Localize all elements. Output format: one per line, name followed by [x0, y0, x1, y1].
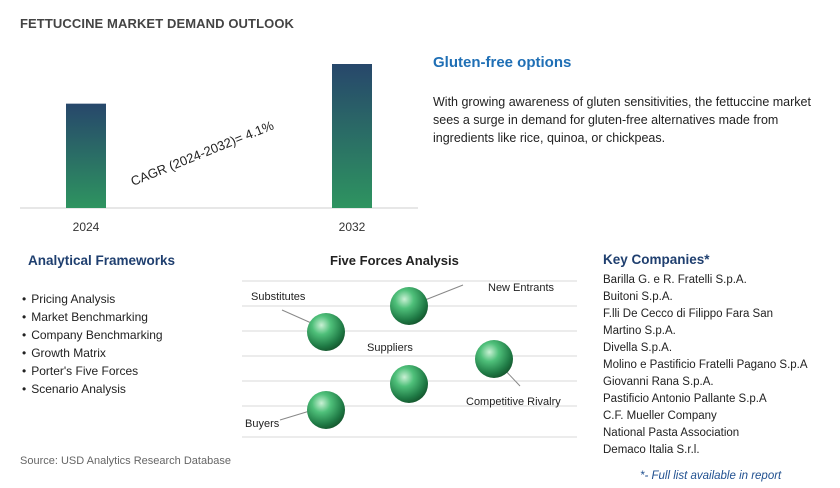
ball-substitutes	[307, 313, 345, 351]
source-note: Source: USD Analytics Research Database	[20, 455, 231, 467]
analytical-frameworks-title: Analytical Frameworks	[28, 253, 176, 268]
company-item: Pastificio Antonio Pallante S.p.A	[603, 393, 767, 405]
label-buyers: Buyers	[245, 418, 280, 430]
framework-item: Growth Matrix	[22, 344, 163, 362]
ball-competitive-rivalry	[475, 340, 513, 378]
x-tick-2032: 2032	[339, 220, 366, 234]
key-companies-list: Barilla G. e R. Fratelli S.p.A. Buitoni …	[603, 272, 833, 459]
highlight-text: With growing awareness of gluten sensiti…	[433, 95, 811, 145]
company-item: Martino S.p.A.	[603, 325, 676, 337]
company-item: Demaco Italia S.r.l.	[603, 444, 700, 456]
key-companies-title: Key Companies*	[603, 252, 710, 267]
company-item: National Pasta Association	[603, 427, 740, 439]
framework-item: Company Benchmarking	[22, 326, 162, 344]
bar-2032	[332, 64, 372, 208]
framework-item: Scenario Analysis	[22, 380, 163, 398]
company-item: Divella S.p.A.	[603, 342, 673, 354]
label-new-entrants: New Entrants	[488, 282, 555, 294]
bar-chart: 2024 2032 CAGR (2024-2032)= 4.1%	[20, 64, 418, 234]
highlight-title: Gluten-free options	[433, 54, 572, 71]
cagr-annotation: CAGR (2024-2032)= 4.1%	[129, 117, 277, 188]
ball-new-entrants	[390, 287, 428, 325]
five-forces-gridlines	[242, 280, 577, 438]
analytical-frameworks-list: Pricing Analysis Market Benchmarking Com…	[22, 290, 163, 398]
label-substitutes: Substitutes	[251, 291, 306, 303]
bar-2024	[66, 103, 106, 208]
company-item: Buitoni S.p.A.	[603, 291, 673, 303]
ball-buyers	[307, 391, 345, 429]
full-list-note: *- Full list available in report	[640, 470, 782, 482]
five-forces-connectors	[279, 284, 521, 421]
framework-item: Porter's Five Forces	[22, 362, 163, 380]
label-suppliers: Suppliers	[367, 342, 413, 354]
x-tick-2024: 2024	[73, 220, 100, 234]
ball-suppliers	[390, 365, 428, 403]
company-item: Molino e Pastificio Fratelli Pagano S.p.…	[603, 359, 808, 371]
page-title: FETTUCCINE MARKET DEMAND OUTLOOK	[20, 16, 295, 31]
company-item: F.lli De Cecco di Filippo Fara San	[603, 308, 774, 320]
five-forces-title: Five Forces Analysis	[330, 253, 459, 268]
framework-item: Pricing Analysis	[22, 290, 163, 308]
company-item: Giovanni Rana S.p.A.	[603, 376, 714, 388]
company-item: C.F. Mueller Company	[603, 410, 717, 422]
label-competitive-rivalry: Competitive Rivalry	[466, 396, 561, 408]
framework-item: Market Benchmarking	[22, 308, 163, 326]
company-item: Barilla G. e R. Fratelli S.p.A.	[603, 274, 747, 286]
